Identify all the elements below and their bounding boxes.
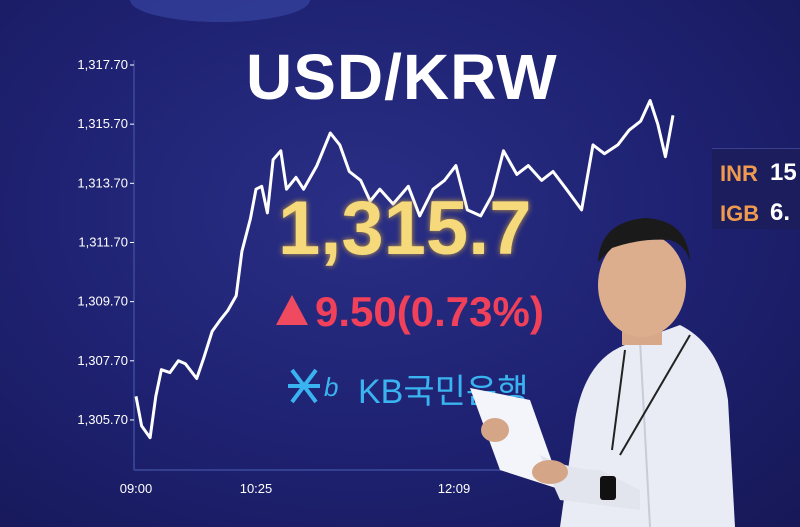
x-tick-label: 12:09 (438, 481, 471, 496)
rate-label: INR (720, 161, 758, 186)
y-tick-label: 1,307.70 (77, 353, 128, 368)
side-rates-panel: INR 15 IGB 6. (712, 148, 800, 229)
lanyard (611, 334, 691, 456)
screen-glare (130, 0, 310, 22)
hair (598, 218, 690, 262)
up-triangle-icon (276, 295, 308, 325)
watch (600, 476, 616, 500)
y-tick-label: 1,317.70 (77, 57, 128, 72)
rate-change: 9.50(0.73%) (315, 288, 544, 335)
rate-line (134, 99, 675, 440)
hand (532, 460, 568, 484)
x-tick-label: 09:00 (120, 481, 153, 496)
rate-label: IGB (720, 201, 760, 226)
kb-star-logo-icon: b (288, 368, 338, 404)
y-tick-label: 1,311.70 (78, 234, 128, 249)
rate-value: 15 (770, 159, 797, 186)
y-tick-label: 1,305.70 (77, 412, 128, 427)
y-tick-label: 1,315.70 (77, 116, 128, 131)
hand (481, 418, 509, 442)
y-tick-label: 1,309.70 (77, 294, 128, 309)
head (598, 233, 686, 337)
x-tick-label: 10:25 (240, 481, 273, 496)
svg-text:b: b (324, 372, 338, 402)
y-tick-label: 1,313.70 (77, 175, 128, 190)
currency-pair-title: USD/KRW (246, 41, 558, 113)
current-rate: 1,315.7 (278, 186, 532, 271)
rate-value: 6. (770, 199, 791, 226)
